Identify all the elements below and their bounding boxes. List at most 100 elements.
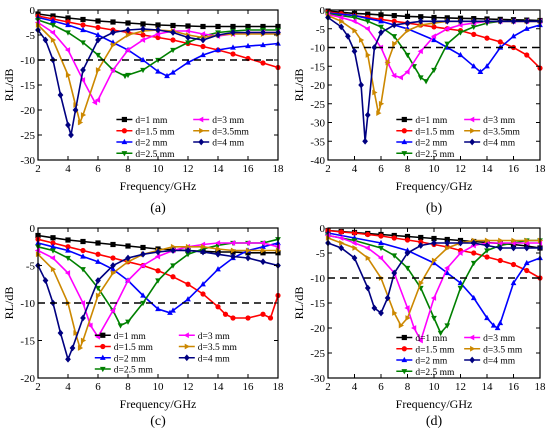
legend-marker bbox=[401, 116, 407, 123]
data-point bbox=[185, 296, 191, 302]
data-point bbox=[364, 245, 370, 251]
legend-marker bbox=[198, 138, 205, 146]
legend-label: d=2.5 mm bbox=[135, 150, 175, 160]
data-point bbox=[444, 323, 451, 329]
data-point bbox=[444, 265, 450, 271]
legend-label: d=2 mm bbox=[415, 139, 448, 149]
data-point bbox=[470, 63, 477, 69]
data-point bbox=[490, 322, 497, 328]
x-tick-label: 6 bbox=[95, 163, 101, 175]
legend-marker bbox=[401, 346, 407, 352]
x-tick-label: 18 bbox=[535, 381, 547, 393]
data-point bbox=[140, 67, 146, 74]
data-point bbox=[73, 330, 79, 336]
x-tick-label: 8 bbox=[405, 163, 411, 175]
data-point bbox=[477, 68, 484, 74]
data-point bbox=[444, 17, 451, 25]
legend-label: d=2.5 mm bbox=[415, 368, 455, 378]
data-point bbox=[470, 260, 477, 267]
data-point bbox=[431, 67, 437, 74]
legend-label: d=3 mm bbox=[198, 332, 231, 342]
data-point bbox=[260, 29, 266, 36]
data-point bbox=[95, 18, 101, 24]
data-point bbox=[404, 249, 411, 257]
data-point bbox=[154, 253, 161, 260]
data-point bbox=[110, 241, 116, 248]
x-tick-label: 12 bbox=[183, 163, 194, 175]
data-point bbox=[378, 233, 384, 239]
data-point bbox=[185, 34, 191, 41]
data-point bbox=[185, 40, 191, 46]
legend-marker bbox=[99, 354, 106, 360]
data-point bbox=[65, 255, 71, 262]
data-point bbox=[42, 36, 49, 44]
y-tick-label: -25 bbox=[310, 348, 325, 360]
data-point bbox=[444, 239, 451, 247]
data-point bbox=[80, 66, 86, 74]
data-point bbox=[267, 315, 274, 321]
data-point bbox=[484, 237, 491, 244]
y-tick-label: -20 bbox=[20, 373, 35, 385]
data-point bbox=[359, 37, 365, 43]
data-point bbox=[50, 22, 56, 29]
data-point bbox=[497, 244, 504, 252]
data-point bbox=[42, 277, 49, 284]
data-point bbox=[364, 19, 371, 25]
data-point bbox=[79, 77, 86, 83]
x-tick-label: 6 bbox=[95, 381, 101, 393]
data-point bbox=[378, 309, 384, 317]
data-point bbox=[245, 254, 251, 262]
legend-marker bbox=[99, 366, 106, 373]
data-point bbox=[80, 267, 86, 273]
y-tick-label: -15 bbox=[20, 80, 35, 92]
y-tick-label: -5 bbox=[316, 24, 326, 36]
data-point bbox=[229, 240, 236, 246]
legend: d=1 mmd=1.5 mmd=2 mmd=2.5 mmd=3 mmd=3.5 … bbox=[94, 332, 238, 376]
legend-label: d=1.5 mm bbox=[135, 127, 175, 137]
data-point bbox=[95, 52, 101, 59]
data-point bbox=[95, 36, 101, 44]
data-point bbox=[444, 25, 450, 32]
data-point bbox=[50, 266, 57, 273]
data-point bbox=[404, 19, 411, 27]
data-point bbox=[50, 248, 56, 254]
data-point bbox=[87, 322, 93, 329]
data-point bbox=[365, 231, 371, 238]
data-point bbox=[215, 46, 221, 53]
data-point bbox=[351, 240, 357, 246]
legend-marker bbox=[470, 127, 476, 134]
data-point bbox=[351, 238, 358, 244]
data-point bbox=[80, 337, 87, 344]
data-point bbox=[155, 305, 161, 312]
data-point bbox=[391, 21, 398, 29]
x-tick-label: 8 bbox=[405, 381, 411, 393]
data-point bbox=[94, 97, 101, 103]
data-point bbox=[364, 284, 371, 292]
data-point bbox=[457, 51, 464, 58]
data-point bbox=[471, 250, 477, 256]
data-point bbox=[431, 17, 437, 25]
data-point bbox=[523, 25, 530, 31]
y-tick-label: 0 bbox=[30, 223, 36, 235]
data-point bbox=[125, 72, 131, 79]
x-tick-label: 10 bbox=[429, 163, 441, 175]
legend: d=1 mmd=1.5 mmd=2 mmd=2.5 mmd=3 mmd=3.5 … bbox=[396, 334, 523, 378]
data-point bbox=[351, 230, 358, 236]
data-point bbox=[377, 255, 384, 261]
data-point bbox=[378, 29, 384, 36]
x-tick-label: 4 bbox=[65, 163, 71, 175]
data-point bbox=[405, 315, 411, 321]
data-point bbox=[260, 60, 266, 66]
legend-label: d=1 mm bbox=[415, 334, 448, 344]
data-point bbox=[57, 91, 64, 99]
data-point bbox=[351, 254, 358, 262]
panel-label: (d) bbox=[426, 414, 443, 429]
data-point bbox=[391, 13, 397, 19]
data-point bbox=[80, 247, 86, 254]
data-point bbox=[164, 72, 170, 79]
legend-marker bbox=[100, 332, 106, 338]
y-axis-label: RL/dB bbox=[2, 69, 16, 102]
data-point bbox=[378, 100, 385, 107]
legend-marker bbox=[401, 128, 407, 134]
data-point bbox=[244, 240, 251, 246]
